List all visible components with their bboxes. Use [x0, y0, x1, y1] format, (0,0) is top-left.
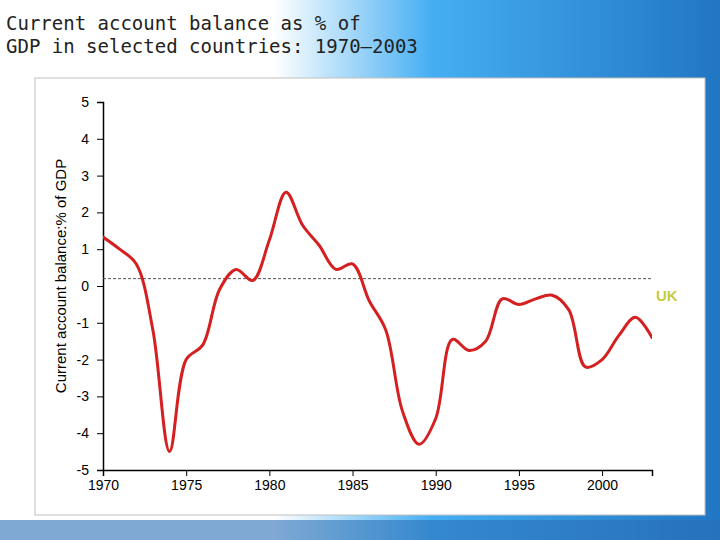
x-tick: 1970: [88, 470, 119, 493]
y-tick: 4: [81, 131, 103, 147]
y-tick-mark: [97, 433, 103, 434]
y-axis-title: Current account balance:% of GDP: [52, 159, 69, 393]
y-tick-mark: [97, 396, 103, 397]
y-tick-label: 1: [81, 241, 89, 257]
x-tick: 1980: [254, 470, 285, 493]
x-tick-mark: [436, 470, 437, 476]
x-axis-line: [104, 471, 653, 477]
series-line: [103, 192, 652, 451]
y-tick: 3: [81, 168, 103, 184]
x-tick-label: 2000: [587, 477, 618, 493]
y-tick-mark: [97, 323, 103, 324]
x-tick-mark: [519, 470, 520, 476]
y-tick-mark: [97, 249, 103, 250]
y-tick: -4: [77, 425, 103, 441]
y-tick-label: 5: [81, 94, 89, 110]
y-tick: -2: [77, 352, 103, 368]
y-tick-label: -3: [77, 388, 90, 404]
x-tick: 1995: [504, 470, 535, 493]
reference-line: [103, 278, 652, 279]
y-tick-mark: [97, 176, 103, 177]
x-tick-label: 1970: [88, 477, 119, 493]
y-tick-mark: [97, 139, 103, 140]
y-tick-mark: [97, 102, 103, 103]
x-axis: 1970 1975 1980 1985 1990 1995 2000: [88, 470, 653, 493]
y-tick-mark: [97, 212, 103, 213]
footer-band: [0, 520, 720, 540]
y-tick-label: -1: [77, 315, 90, 331]
y-tick: -3: [77, 388, 103, 404]
y-tick: -5: [77, 462, 103, 478]
x-tick-label: 1985: [337, 477, 368, 493]
title: Current account balance as % ofGDP in se…: [6, 12, 418, 57]
y-tick: 5: [81, 94, 103, 110]
x-tick: 1990: [421, 470, 452, 493]
y-tick-label: -2: [77, 352, 90, 368]
background: [0, 0, 720, 540]
chart-panel: [35, 78, 705, 515]
y-tick-mark: [97, 286, 103, 287]
x-tick: 2000: [587, 470, 618, 493]
title-line: GDP in selected countries: 1970–2003: [6, 35, 418, 57]
y-tick-label: -5: [77, 462, 90, 478]
x-tick-label: 1975: [171, 477, 202, 493]
x-tick-mark: [602, 470, 603, 476]
y-tick: -1: [77, 315, 103, 331]
title-line: Current account balance as % of: [6, 12, 361, 34]
x-tick-mark: [186, 470, 187, 476]
slide: Current account balance as % ofGDP in se…: [0, 0, 720, 540]
x-tick-mark: [103, 470, 104, 476]
y-tick-mark: [97, 360, 103, 361]
plot-area: [103, 192, 652, 451]
y-tick-mark: [97, 470, 103, 471]
y-tick: 0: [81, 278, 103, 294]
x-tick-mark: [353, 470, 354, 476]
x-tick-mark: [269, 470, 270, 476]
y-tick-label: -4: [77, 425, 90, 441]
x-tick-label: 1995: [504, 477, 535, 493]
y-tick: 2: [81, 204, 103, 220]
y-tick-label: 3: [81, 168, 89, 184]
x-tick-label: 1980: [254, 477, 285, 493]
y-tick: 1: [81, 241, 103, 257]
x-tick-label: 1990: [421, 477, 452, 493]
y-tick-label: 0: [81, 278, 89, 294]
y-tick-label: 2: [81, 204, 89, 220]
y-axis: -5 -4 -3 -2 -1 0 1 2 3 4 5: [77, 94, 104, 478]
series-label: UK: [656, 287, 678, 304]
x-tick: 1985: [337, 470, 368, 493]
x-tick: 1975: [171, 470, 202, 493]
y-tick-label: 4: [81, 131, 89, 147]
y-axis-line: [97, 103, 104, 471]
